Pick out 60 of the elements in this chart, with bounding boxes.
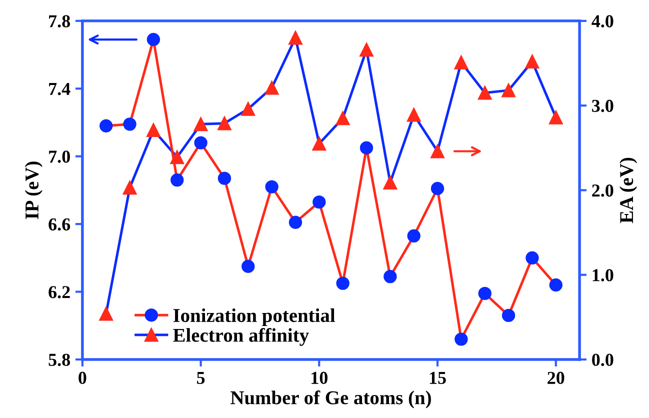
x-axis-title: Number of Ge atoms (n) bbox=[230, 390, 431, 408]
point bbox=[406, 108, 421, 122]
point bbox=[525, 54, 540, 68]
y2-tick-label: 4.0 bbox=[592, 15, 614, 28]
point bbox=[312, 195, 326, 209]
point bbox=[360, 42, 374, 57]
point bbox=[336, 111, 350, 126]
point bbox=[360, 141, 374, 154]
point bbox=[265, 180, 278, 194]
point bbox=[146, 123, 160, 138]
point bbox=[99, 306, 114, 321]
point bbox=[384, 270, 397, 284]
point bbox=[218, 116, 232, 130]
y-axis-title: IP (eV) bbox=[24, 162, 42, 219]
y-tick-label: 6.2 bbox=[48, 286, 70, 298]
point bbox=[407, 229, 420, 242]
y2-tick-label: 1.0 bbox=[592, 269, 614, 282]
point bbox=[194, 117, 208, 132]
point bbox=[194, 136, 208, 150]
point bbox=[264, 80, 279, 95]
y-tick-label: 6.6 bbox=[48, 218, 70, 231]
point bbox=[526, 251, 539, 265]
y-tick-label: 7.4 bbox=[49, 82, 70, 96]
point bbox=[241, 102, 256, 116]
point bbox=[288, 30, 302, 45]
point bbox=[502, 308, 516, 322]
point bbox=[336, 276, 350, 290]
point bbox=[502, 83, 516, 98]
x-tick-label: 20 bbox=[548, 372, 564, 384]
x-tick-label: 0 bbox=[78, 372, 86, 384]
legend-label: Ionization potential bbox=[173, 308, 336, 326]
y2-axis-title: EA (eV) bbox=[619, 158, 638, 224]
point bbox=[383, 176, 398, 190]
point bbox=[312, 136, 326, 151]
point bbox=[123, 118, 136, 131]
point bbox=[478, 286, 492, 300]
y2-tick-label: 0.0 bbox=[592, 354, 614, 366]
point bbox=[242, 260, 255, 273]
point bbox=[146, 32, 160, 46]
point bbox=[100, 119, 113, 132]
point bbox=[122, 180, 137, 195]
point bbox=[478, 86, 492, 100]
point bbox=[549, 278, 562, 292]
x-tick-label: 15 bbox=[430, 372, 446, 384]
point bbox=[288, 216, 302, 229]
x-tick-label: 10 bbox=[312, 372, 328, 384]
y2-tick-label: 3.0 bbox=[592, 100, 614, 112]
point bbox=[454, 55, 468, 70]
point bbox=[548, 110, 563, 124]
y-tick-label: 7.0 bbox=[49, 150, 70, 163]
point bbox=[454, 332, 468, 346]
y-tick-label: 7.8 bbox=[49, 15, 70, 28]
point bbox=[218, 172, 232, 185]
point bbox=[170, 173, 184, 187]
legend-label: Electron affinity bbox=[173, 328, 309, 346]
x-tick-label: 5 bbox=[196, 372, 205, 384]
y2-tick-label: 2.0 bbox=[592, 184, 614, 197]
y-tick-label: 5.8 bbox=[48, 354, 70, 366]
point bbox=[430, 182, 444, 196]
point bbox=[430, 144, 444, 158]
